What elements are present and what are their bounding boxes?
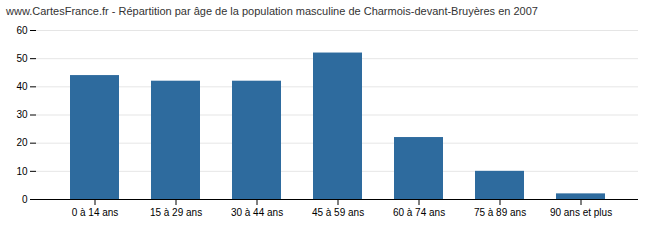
svg-text:20: 20 (16, 137, 28, 148)
svg-text:30: 30 (16, 109, 28, 120)
svg-text:45 à 59 ans: 45 à 59 ans (312, 207, 364, 218)
svg-text:60: 60 (16, 25, 28, 36)
svg-text:60 à 74 ans: 60 à 74 ans (393, 207, 445, 218)
svg-text:0: 0 (22, 194, 28, 205)
svg-text:10: 10 (16, 166, 28, 177)
svg-text:75 à 89 ans: 75 à 89 ans (474, 207, 526, 218)
svg-text:0 à 14 ans: 0 à 14 ans (72, 207, 119, 218)
svg-text:40: 40 (16, 81, 28, 92)
svg-text:50: 50 (16, 53, 28, 64)
svg-text:15 à 29 ans: 15 à 29 ans (150, 207, 202, 218)
html-text:www.CartesFrance.fr - Répartit: www.CartesFrance.fr - Répartition par âg… (6, 5, 538, 17)
svg-text:30 à 44 ans: 30 à 44 ans (231, 207, 283, 218)
svg-text:90 ans et plus: 90 ans et plus (550, 207, 612, 218)
